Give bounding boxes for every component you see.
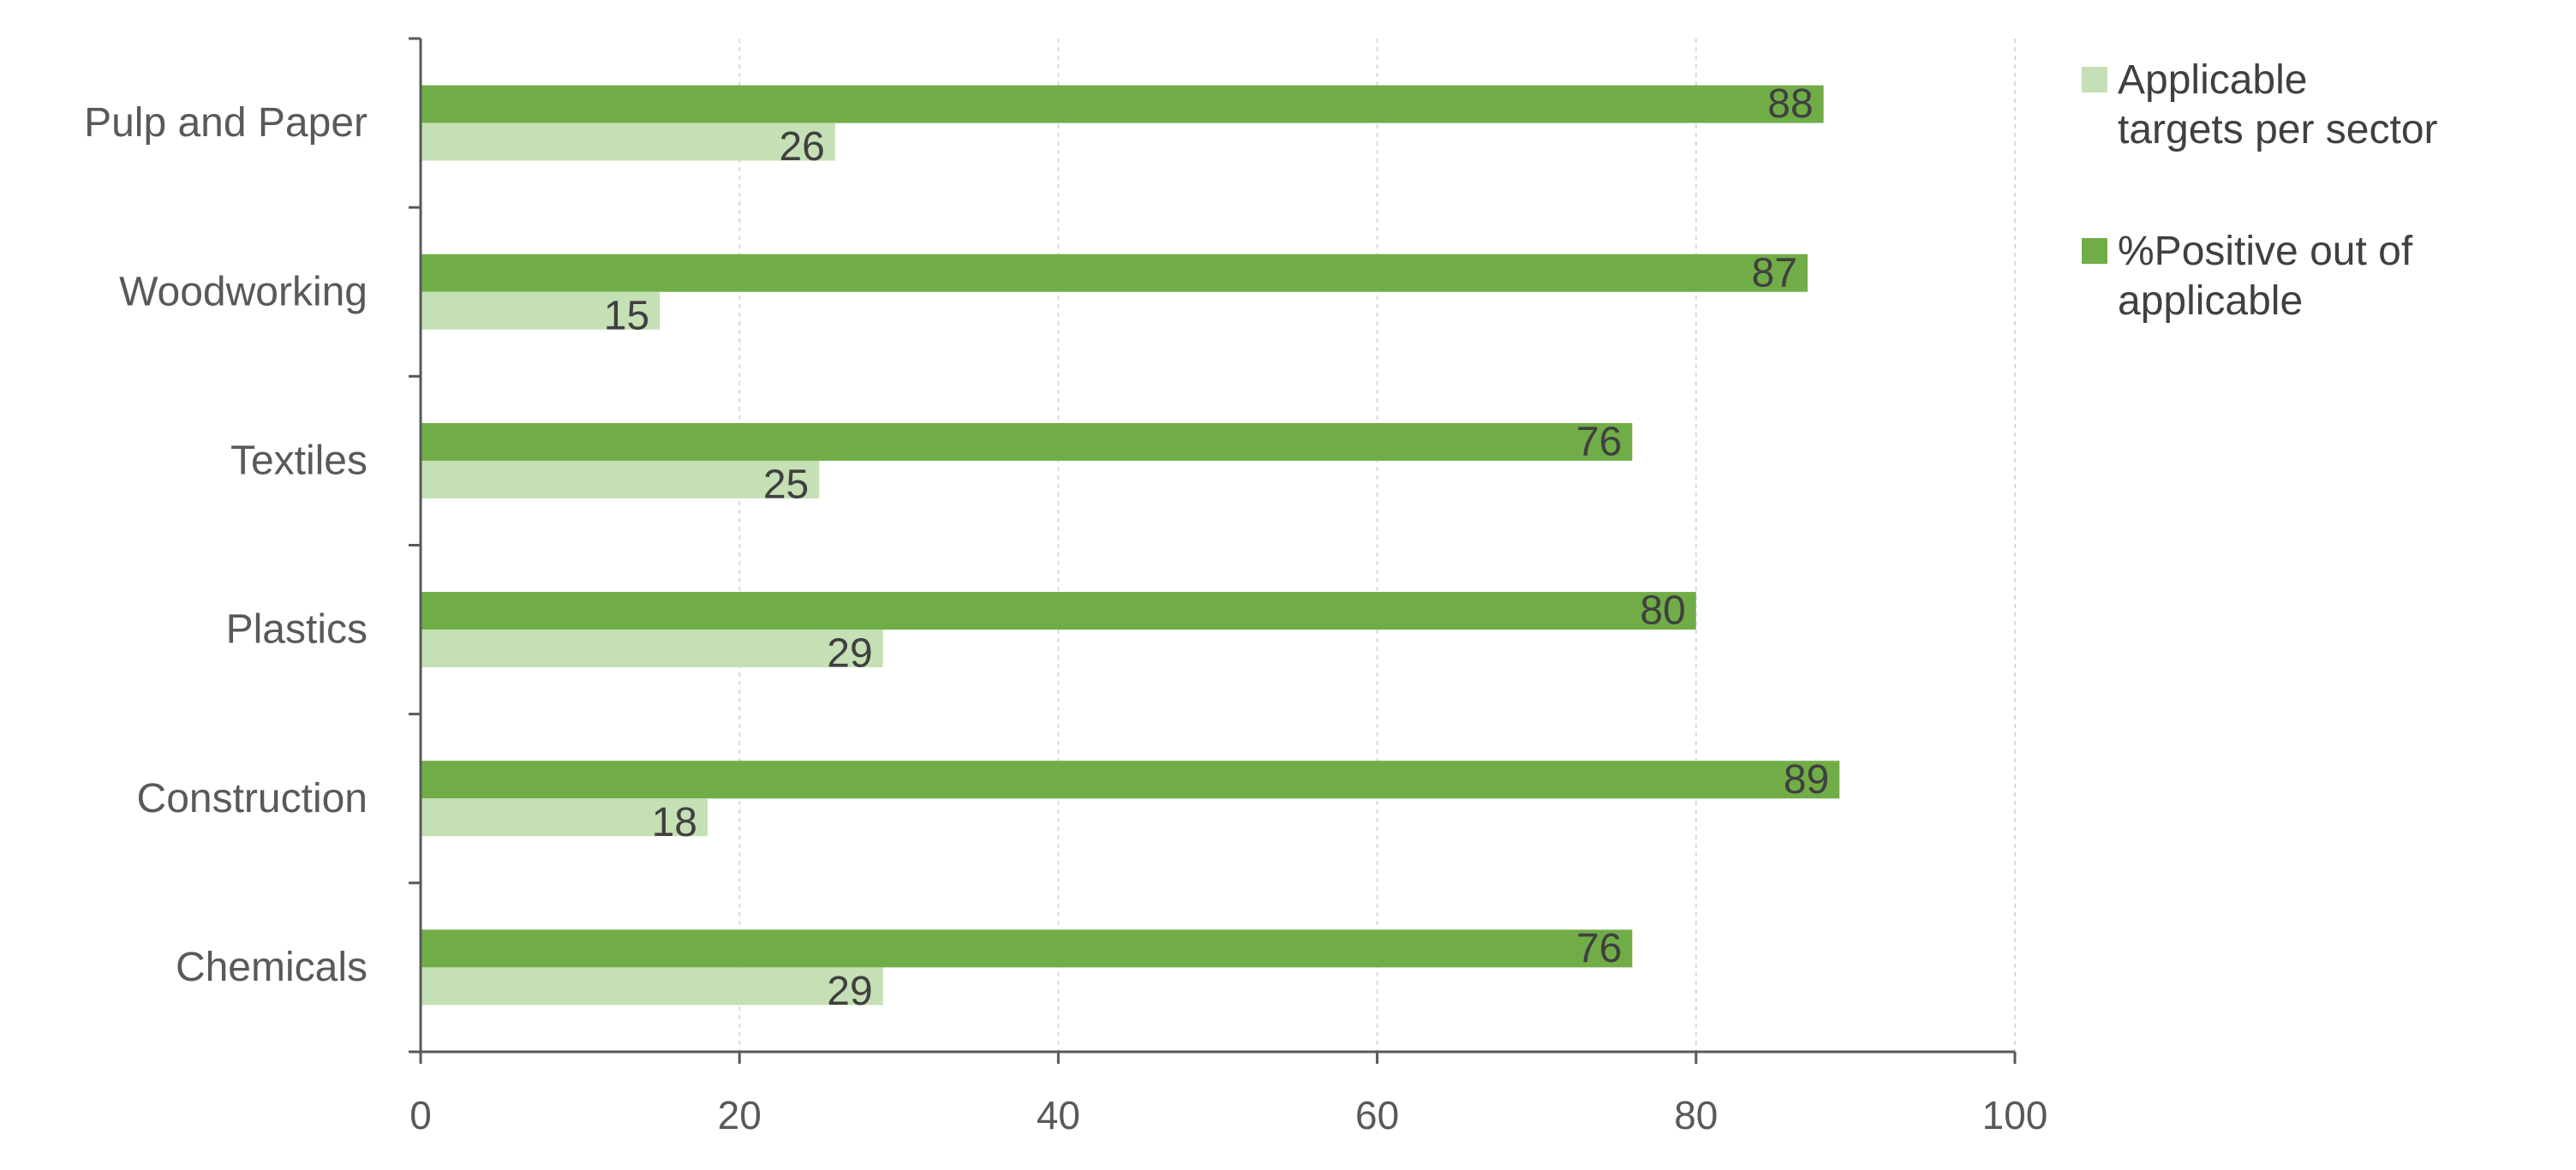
x-tick-label-60: 60: [1355, 1093, 1399, 1137]
data-label-positive-woodworking: 87: [1752, 250, 1797, 295]
category-label-pulp-and-paper: Pulp and Paper: [84, 100, 368, 146]
x-tick-label-0: 0: [409, 1093, 432, 1137]
data-label-applicable-textiles: 25: [763, 462, 809, 507]
labels: 88 26 Pulp and Paper 87 15 Woodworking 76 25 Tex…: [84, 81, 2047, 1137]
legend-label-positive-out-of-applicable: %Positive out of applicable: [2118, 229, 2413, 324]
gridlines: [738, 39, 2016, 1052]
legend: Applicable targets per sector %Positive ou…: [2082, 57, 2438, 324]
x-tick-label-100: 100: [1982, 1093, 2048, 1137]
bar-applicable-plastics: [421, 630, 883, 668]
data-label-applicable-construction: 18: [652, 800, 697, 845]
legend-swatch-positive-out-of-applicable: [2082, 238, 2107, 264]
legend-label-applicable-targets-per-sector: Applicable targets per sector: [2118, 57, 2438, 152]
x-tick-label-80: 80: [1674, 1093, 1718, 1137]
bar-applicable-textiles: [421, 460, 820, 498]
data-label-positive-pulp-and-paper: 88: [1767, 81, 1813, 127]
bar-applicable-construction: [421, 798, 708, 837]
bar-positive-construction: [421, 761, 1840, 799]
x-tick-label-40: 40: [1037, 1093, 1080, 1137]
bar-applicable-woodworking: [421, 291, 660, 330]
bars: [421, 85, 1840, 1006]
category-label-chemicals: Chemicals: [176, 945, 368, 990]
data-label-positive-construction: 89: [1784, 757, 1829, 803]
category-label-woodworking: Woodworking: [119, 269, 368, 314]
data-label-positive-chemicals: 76: [1576, 926, 1622, 971]
bar-positive-pulp-and-paper: [421, 85, 1824, 123]
bar-applicable-chemicals: [421, 967, 883, 1006]
x-tick-label-20: 20: [718, 1093, 762, 1137]
category-label-textiles: Textiles: [230, 438, 368, 483]
legend-swatch-applicable-targets-per-sector: [2082, 67, 2107, 93]
data-label-applicable-plastics: 29: [827, 631, 872, 677]
data-label-positive-textiles: 76: [1576, 419, 1622, 464]
bar-positive-woodworking: [421, 254, 1808, 292]
data-label-applicable-chemicals: 29: [827, 969, 872, 1014]
axes: [409, 37, 2017, 1064]
data-label-positive-plastics: 80: [1640, 588, 1685, 634]
bar-positive-textiles: [421, 422, 1633, 461]
category-label-plastics: Plastics: [226, 607, 368, 653]
data-label-applicable-woodworking: 15: [604, 293, 649, 338]
bar-positive-plastics: [421, 592, 1696, 630]
data-label-applicable-pulp-and-paper: 26: [779, 124, 824, 170]
category-label-construction: Construction: [137, 776, 368, 821]
bar-positive-chemicals: [421, 929, 1633, 968]
bar-applicable-pulp-and-paper: [421, 122, 835, 161]
